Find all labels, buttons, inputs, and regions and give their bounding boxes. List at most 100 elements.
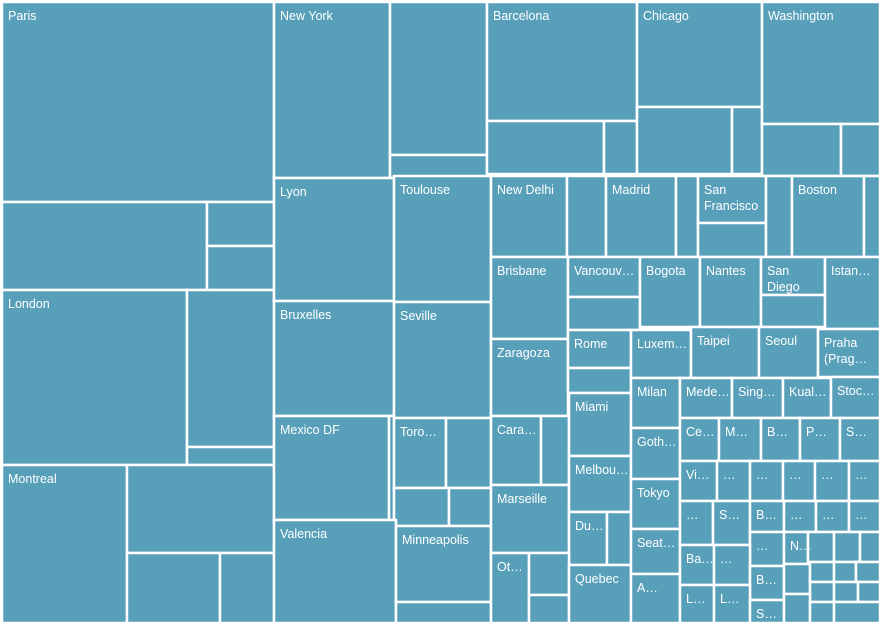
treemap-cell-unlabeled[interactable] — [748, 530, 786, 568]
treemap-cell-unlabeled-32[interactable] — [447, 486, 493, 528]
treemap-cell-minneapolis[interactable] — [394, 524, 493, 604]
treemap-cell-unlabeled-8[interactable] — [125, 463, 276, 555]
treemap-cell-unlabeled-42[interactable] — [764, 174, 794, 259]
treemap-cell-l[interactable] — [712, 583, 752, 625]
treemap-cell-miami[interactable] — [567, 391, 633, 458]
treemap-cell-unlabeled-61[interactable] — [539, 414, 571, 487]
treemap-cell-unlabeled-12[interactable] — [388, 0, 489, 157]
treemap-cell-unlabeled-111[interactable] — [854, 560, 880, 584]
treemap-label-b: B… — [756, 573, 777, 587]
treemap-cell-unlabeled-108[interactable] — [782, 562, 812, 596]
treemap-label-a: A… — [637, 581, 658, 595]
treemap-cell-new-york[interactable] — [272, 0, 392, 180]
treemap-cell-unlabeled-39[interactable] — [674, 174, 700, 259]
treemap-cell-montreal[interactable] — [0, 463, 129, 625]
treemap-cell-unlabeled[interactable] — [781, 459, 817, 503]
treemap-cell-unlabeled-10[interactable] — [218, 551, 276, 625]
treemap-label-unlabeled: … — [821, 468, 834, 482]
treemap-cell-unlabeled-107[interactable] — [858, 530, 880, 564]
treemap-label-london: London — [8, 297, 50, 311]
treemap-cell-unlabeled-117[interactable] — [832, 600, 880, 625]
treemap-cell-paris[interactable] — [0, 0, 276, 204]
treemap-cell-unlabeled-22[interactable] — [839, 122, 880, 178]
treemap-cell-unlabeled[interactable] — [715, 459, 752, 503]
treemap-cell-unlabeled-110[interactable] — [832, 560, 858, 584]
treemap-cell-unlabeled-35[interactable] — [394, 600, 493, 625]
treemap-label-brisbane: Brisbane — [497, 264, 546, 278]
treemap-cell-l[interactable] — [678, 583, 716, 625]
treemap-cell-unlabeled-87[interactable] — [527, 593, 571, 625]
treemap-cell-unlabeled-21[interactable] — [760, 122, 843, 178]
treemap-cell-unlabeled-86[interactable] — [527, 551, 571, 597]
treemap-cell-unlabeled-112[interactable] — [808, 580, 836, 604]
treemap-cell-unlabeled-9[interactable] — [125, 551, 222, 625]
treemap-label-stockholm: Stoc… — [837, 384, 875, 398]
treemap-cell-unlabeled-13[interactable] — [388, 153, 489, 180]
treemap-cell-toronto[interactable] — [392, 416, 448, 490]
treemap-cell-unlabeled-1[interactable] — [0, 200, 209, 292]
treemap-cell-marseille[interactable] — [489, 483, 571, 555]
treemap-cell-bogota[interactable] — [638, 255, 702, 329]
treemap-cell-unlabeled-37[interactable] — [565, 174, 608, 259]
treemap-label-ottawa: Ot… — [497, 560, 523, 574]
treemap-label-quebec: Quebec — [575, 572, 619, 586]
treemap-cell-lyon[interactable] — [272, 176, 396, 303]
treemap-cell-unlabeled-6[interactable] — [185, 445, 276, 467]
treemap-cell-unlabeled-18[interactable] — [635, 105, 734, 176]
treemap-cell-unlabeled-116[interactable] — [808, 600, 836, 625]
treemap-cell-unlabeled-44[interactable] — [862, 174, 880, 259]
treemap-cell-unlabeled-19[interactable] — [730, 105, 764, 176]
treemap-cell-unlabeled[interactable] — [847, 459, 880, 503]
treemap-cell-unlabeled-113[interactable] — [832, 580, 860, 604]
treemap-label-marseille: Marseille — [497, 492, 547, 506]
treemap-cell-unlabeled[interactable] — [678, 499, 715, 547]
treemap-cell-new-delhi[interactable] — [489, 174, 569, 259]
treemap-cell-unlabeled-77[interactable] — [605, 510, 633, 567]
treemap-cell-medellin[interactable] — [678, 376, 734, 420]
treemap-cell-unlabeled-109[interactable] — [808, 560, 836, 584]
treemap-cell-chicago[interactable] — [635, 0, 764, 109]
treemap-cell-unlabeled-47[interactable] — [566, 295, 642, 332]
treemap-cell-vancouver[interactable] — [566, 255, 642, 299]
treemap-cell-london[interactable] — [0, 288, 189, 467]
treemap-cell-ce[interactable] — [678, 416, 721, 463]
treemap-cell-unlabeled-115[interactable] — [782, 592, 812, 625]
treemap-cell-barcelona[interactable] — [485, 0, 639, 123]
treemap-cell-unlabeled-30[interactable] — [444, 416, 493, 490]
treemap-cell-s[interactable] — [711, 499, 752, 547]
treemap-cell-unlabeled-2[interactable] — [205, 200, 276, 248]
treemap-cell-unlabeled-51[interactable] — [759, 293, 827, 329]
treemap-cell-unlabeled[interactable] — [847, 499, 880, 534]
treemap-cell-unlabeled-105[interactable] — [806, 530, 836, 564]
treemap-cell-unlabeled-16[interactable] — [602, 119, 639, 176]
treemap-cell-unlabeled-5[interactable] — [185, 288, 276, 449]
treemap-cell-quebec[interactable] — [567, 563, 633, 625]
treemap-cell-ottawa[interactable] — [489, 551, 531, 625]
treemap-label-s: S… — [756, 607, 777, 621]
treemap-cell-a[interactable] — [629, 572, 682, 625]
treemap-cell-praha-prague[interactable] — [816, 327, 880, 379]
treemap-cell-melbourne[interactable] — [567, 454, 633, 514]
treemap-cell-seville[interactable] — [392, 300, 493, 420]
treemap-cell-san-diego[interactable] — [759, 255, 827, 297]
treemap-label-san-francisco: San Francisco — [704, 183, 758, 213]
treemap-cell-unlabeled-55[interactable] — [566, 366, 633, 395]
treemap-cell-toulouse[interactable] — [392, 174, 493, 304]
treemap-cell-unlabeled-3[interactable] — [205, 244, 276, 292]
treemap-cell-unlabeled-114[interactable] — [856, 580, 880, 604]
treemap-cell-unlabeled-31[interactable] — [392, 486, 451, 528]
treemap-cell-unlabeled-106[interactable] — [832, 530, 862, 564]
treemap-label-boston: Boston — [798, 183, 837, 197]
treemap-label-minneapolis: Minneapolis — [402, 533, 469, 547]
treemap-label-kuala-lumpur: Kual… — [789, 385, 827, 399]
treemap-cell-stockholm[interactable] — [829, 375, 880, 420]
treemap-label-praha-prague: Praha (Prag… — [824, 336, 867, 366]
treemap-cell-n[interactable] — [782, 530, 810, 566]
treemap-label-unlabeled: … — [756, 468, 769, 482]
treemap-label-rome: Rome — [574, 337, 607, 351]
treemap-cell-brisbane[interactable] — [489, 255, 570, 341]
treemap-cell-valencia[interactable] — [272, 518, 398, 625]
treemap-cell-unlabeled-41[interactable] — [696, 221, 768, 259]
treemap-cell-milan[interactable] — [629, 376, 682, 430]
treemap-cell-unlabeled-15[interactable] — [485, 119, 606, 176]
